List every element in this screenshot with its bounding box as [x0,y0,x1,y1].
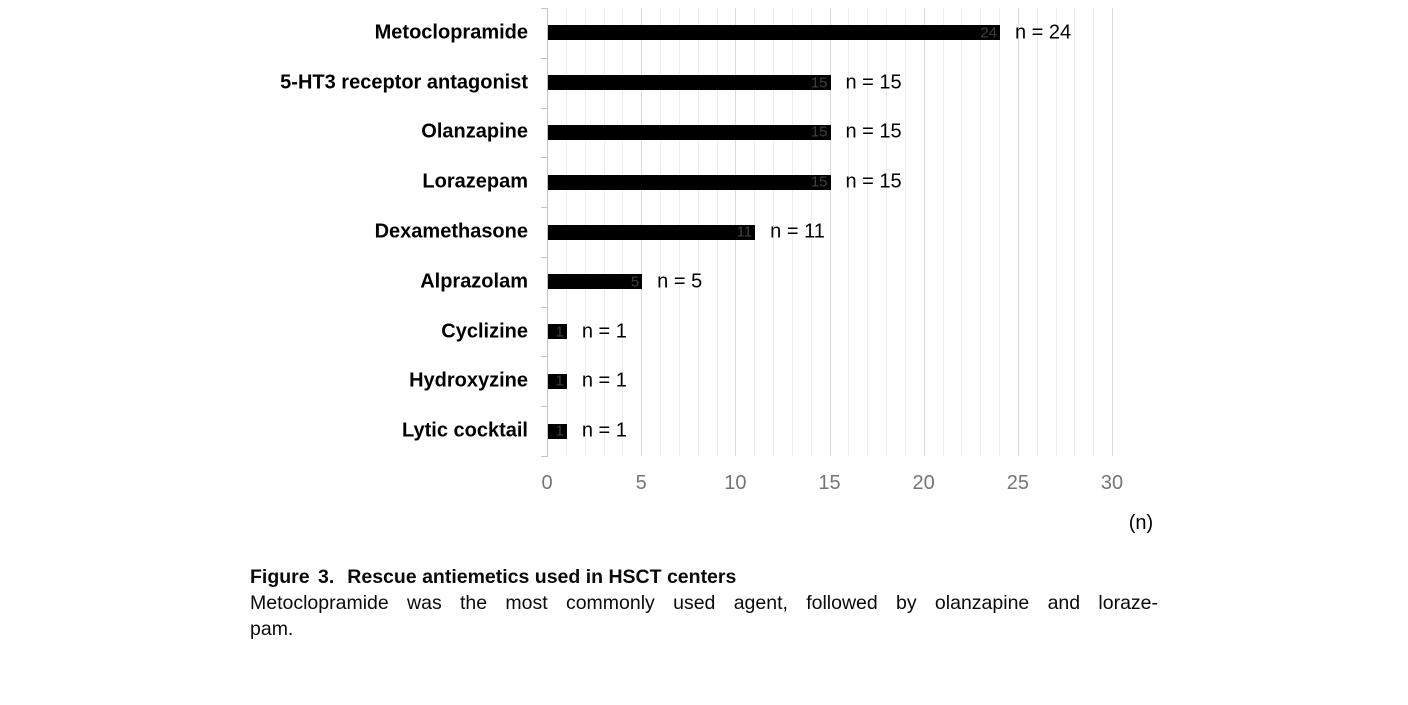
x-axis-tick-label: 25 [1006,472,1029,494]
gridline-minor [980,8,982,456]
bar-value-inside: 1 [555,324,564,340]
y-axis-tick [541,356,547,357]
bar-count-label: n = 15 [845,120,902,143]
caption-figure-label: Figure 3. [250,566,335,588]
category-label: Lytic cocktail [402,419,528,442]
bar-value-inside: 15 [810,75,828,91]
plot-area: 24 Metoclopramide n = 24 15 5-HT3 receptor a… [280,8,1153,534]
category-label: Hydroxyzine [409,369,528,392]
bar-value-inside: 11 [736,224,753,240]
gridline-minor [810,8,812,456]
bar-count-label: n = 1 [581,320,627,343]
gridline-minor [999,8,1000,456]
gridline-minor [961,8,963,456]
gridline-minor [1074,8,1076,456]
caption-heading: Figure 3. Rescue antiemetics used in HSCT… [250,564,1158,590]
caption-title: Rescue antiemetics used in HSCT centers [347,566,737,588]
x-axis-tick-label: 15 [818,472,841,494]
gridline-minor [1036,8,1038,456]
bar-count-label: n = 15 [845,71,902,94]
gridline-major [923,8,925,456]
y-axis-tick [541,257,547,258]
gridline-minor [1055,8,1057,456]
x-axis-unit-label: (n) [1128,512,1154,534]
bar-count-label: n = 15 [845,170,902,193]
bar: 15 [548,174,831,190]
bar: 24 [548,25,1000,41]
x-axis-tick-label: 0 [541,472,553,494]
x-axis-tick-label: 30 [1100,472,1124,494]
bar: 1 [548,373,567,389]
gridline-minor [867,8,869,456]
gridline-minor [791,8,793,456]
bar-count-label: n = 11 [770,220,825,243]
gridline-minor [942,8,944,456]
y-axis-line [547,8,548,457]
gridline-minor [886,8,887,456]
caption-body-line-1: Metoclopramide was the most commonly use… [250,592,1158,614]
bar-count-label: n = 1 [581,419,627,442]
bar-count-label: n = 5 [657,270,703,293]
gridline-minor [773,8,774,456]
category-label: Olanzapine [421,120,528,143]
y-axis-tick [541,58,547,59]
x-axis-tick-label: 20 [912,472,935,494]
y-axis-tick [541,456,547,457]
bar-value-inside: 5 [630,274,640,290]
category-label: Metoclopramide [374,21,528,44]
bar-value-inside: 24 [980,25,997,41]
category-label: Lorazepam [422,170,528,193]
gridline-major [829,8,831,456]
y-axis-tick [541,108,547,109]
gridline-major [1112,8,1113,456]
bar-value-inside: 15 [810,174,828,190]
caption-body-line-2: pam. [250,618,294,640]
bar-count-label: n = 24 [1015,21,1072,44]
figure-caption: Figure 3. Rescue antiemetics used in HSCT… [250,564,1158,642]
y-axis-tick [541,207,547,208]
y-axis-tick [541,8,547,9]
gridline-minor [904,8,906,456]
y-axis-tick [541,157,547,158]
bar: 15 [548,124,831,140]
bar: 1 [548,324,567,340]
x-axis-tick-label: 5 [635,472,647,494]
bar-value-inside: 15 [810,124,828,140]
y-axis-tick [541,307,547,308]
gridline-major [1017,8,1019,456]
bar-value-inside: 1 [555,373,564,389]
bar-value-inside: 1 [555,423,564,439]
bar: 5 [548,274,643,290]
category-label: Alprazolam [420,270,528,293]
bar: 11 [548,224,756,240]
x-axis-tick-label: 10 [724,472,747,494]
y-axis-tick [541,406,547,407]
category-label: Dexamethasone [374,220,528,243]
bar-count-label: n = 1 [581,369,627,392]
category-label: Cyclizine [441,320,528,343]
bar: 1 [548,423,567,439]
gridline-minor [1093,8,1095,456]
bar: 15 [548,75,831,91]
category-label: 5-HT3 receptor antagonist [280,71,528,94]
gridline-minor [848,8,850,456]
